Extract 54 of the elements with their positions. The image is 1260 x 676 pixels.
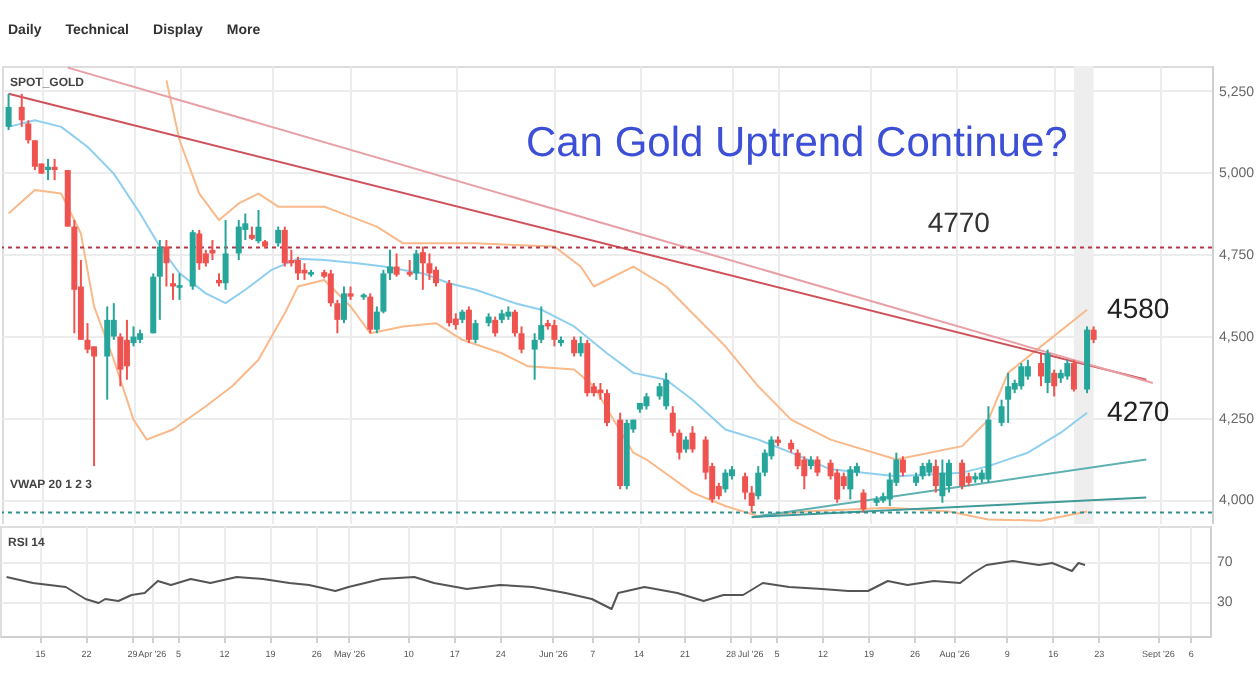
candlestick: [294, 255, 301, 281]
candlestick: [847, 465, 854, 501]
candlestick: [123, 318, 130, 381]
candlestick: [689, 425, 696, 454]
candlestick: [281, 225, 288, 268]
candlestick: [472, 318, 479, 345]
candlestick: [419, 245, 426, 291]
candlestick: [413, 248, 420, 281]
candlestick: [367, 292, 374, 335]
candlestick: [1024, 358, 1031, 381]
candlestick: [5, 92, 12, 132]
candlestick: [801, 455, 808, 491]
candlestick: [446, 278, 453, 328]
text: Can Gold Uptrend Continue?: [525, 120, 1068, 166]
candlestick: [814, 455, 821, 478]
candlestick: [551, 318, 558, 348]
candlestick: [104, 305, 111, 401]
candlestick: [722, 468, 729, 494]
candlestick: [163, 239, 170, 288]
candlestick: [1070, 358, 1077, 393]
annotation: 4270: [1107, 394, 1170, 427]
candlestick: [834, 468, 841, 504]
candlestick: [571, 335, 578, 358]
candlestick: [663, 371, 670, 411]
candlestick: [1064, 358, 1071, 381]
candlestick: [492, 315, 499, 338]
candlestick: [235, 219, 242, 261]
candlestick: [255, 208, 262, 245]
candlestick: [1005, 371, 1012, 424]
candlestick: [130, 325, 137, 348]
candlestick: [1038, 352, 1045, 388]
candlestick: [932, 458, 939, 494]
line-series: [5, 560, 1087, 610]
candlestick: [604, 388, 610, 428]
candlestick: [222, 219, 229, 291]
candlestick: [1018, 362, 1025, 391]
candlestick: [577, 335, 584, 358]
line-series: [7, 188, 1089, 522]
candlestick: [51, 157, 58, 182]
candlestick: [1051, 368, 1058, 398]
candlestick: [465, 305, 472, 345]
candlestick: [340, 285, 347, 325]
candlestick: [176, 272, 183, 301]
candlestick: [275, 225, 282, 248]
candlestick: [1044, 348, 1051, 395]
candlestick: [860, 488, 867, 514]
candlestick: [45, 157, 52, 182]
candlestick: [899, 455, 906, 478]
annotation: 4580: [1107, 291, 1170, 324]
ref-line-label: 4770: [927, 205, 991, 238]
candlestick: [959, 458, 966, 491]
candlestick: [939, 458, 946, 504]
candlestick: [196, 228, 203, 271]
candlestick: [393, 252, 400, 278]
